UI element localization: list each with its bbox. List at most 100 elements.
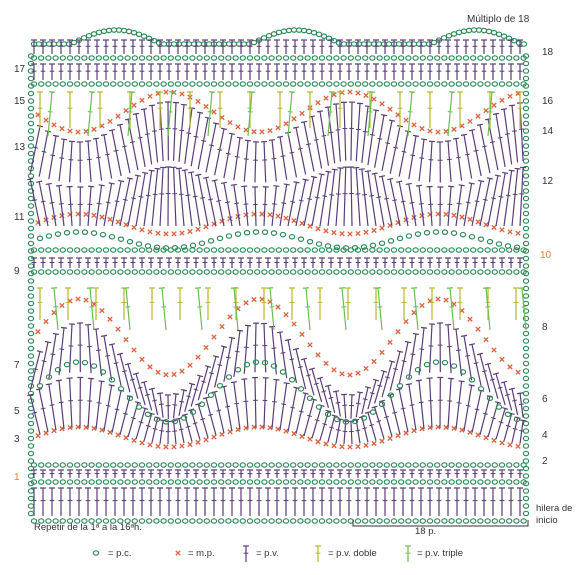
- slip-stitch: [179, 443, 185, 449]
- chain-stitch: [376, 55, 383, 61]
- stitch-top: [520, 419, 527, 422]
- stitch-post: [243, 186, 249, 227]
- chain-stitch: [506, 269, 513, 275]
- chain-stitch: [520, 81, 527, 87]
- stitch-top: [488, 91, 496, 93]
- chain-stitch: [52, 462, 59, 468]
- chain-stitch: [405, 462, 412, 468]
- slip-stitch: [403, 117, 409, 123]
- stitch-bar: [130, 378, 135, 381]
- chain-stitch: [383, 518, 390, 524]
- stitch-post: [355, 419, 361, 444]
- stitch-bar: [289, 358, 295, 361]
- chain-stitch: [480, 27, 488, 34]
- chain-stitch: [477, 462, 484, 468]
- chain-stitch: [117, 518, 124, 524]
- chain-stitch: [462, 479, 470, 485]
- stitch-top: [284, 338, 292, 342]
- stitch-post: [521, 287, 527, 331]
- chain-stitch: [522, 330, 530, 337]
- stitch-bar: [384, 415, 389, 419]
- stitch-post: [311, 368, 323, 403]
- stitch-post: [87, 378, 92, 429]
- chain-stitch: [434, 479, 441, 485]
- chain-stitch: [124, 55, 131, 61]
- stitch-post: [303, 121, 315, 172]
- chain-stitch: [108, 376, 116, 383]
- chain-stitch: [261, 269, 268, 275]
- stitch-top: [134, 174, 141, 177]
- stitch-top: [460, 133, 468, 136]
- stitch-top: [124, 362, 132, 366]
- chain-stitch: [405, 374, 413, 380]
- stitch-bar: [385, 142, 390, 145]
- stitch-post: [87, 140, 92, 183]
- stitch-top: [508, 104, 516, 107]
- stitch-top: [236, 329, 244, 332]
- stitch-top: [100, 334, 108, 337]
- chain-stitch: [27, 150, 35, 157]
- chain-stitch: [412, 462, 419, 468]
- chain-stitch: [261, 229, 269, 235]
- stitch-bar: [32, 411, 38, 414]
- stitch-bar: [113, 149, 119, 152]
- chain-stitch: [27, 510, 35, 517]
- slip-stitch: [467, 118, 473, 125]
- chain-stitch: [522, 180, 530, 187]
- chain-stitch: [66, 479, 74, 485]
- stitch-bar: [59, 157, 65, 159]
- chain-stitch: [383, 55, 390, 61]
- chain-stitch: [462, 247, 470, 253]
- slip-stitch: [115, 219, 121, 225]
- stitch-post: [398, 341, 409, 385]
- chain-stitch: [315, 241, 323, 247]
- chain-stitch: [333, 518, 340, 524]
- slip-stitch: [251, 296, 257, 303]
- chain-stitch: [90, 230, 98, 236]
- chain-stitch: [318, 81, 326, 87]
- stitch-post: [111, 390, 122, 433]
- stitch-post: [254, 186, 257, 227]
- stitch-post: [295, 393, 307, 434]
- slip-stitch: [499, 356, 505, 362]
- stitch-bar: [419, 348, 425, 350]
- chain-stitch: [189, 269, 196, 275]
- chain-stitch: [207, 392, 215, 398]
- stitch-top: [502, 407, 509, 410]
- slip-stitch: [443, 297, 449, 303]
- slip-stitch: [291, 116, 297, 122]
- slip-stitch: [443, 211, 449, 217]
- slip-stitch: [187, 228, 193, 235]
- chain-stitch: [38, 269, 45, 275]
- slip-stitch: [91, 212, 97, 218]
- chain-stitch: [459, 369, 467, 375]
- chain-stitch: [369, 479, 376, 485]
- chain-stitch: [126, 395, 134, 402]
- chain-stitch: [333, 269, 340, 275]
- chain-stitch: [412, 518, 419, 524]
- stitch-post: [343, 421, 347, 444]
- chain-stitch: [484, 518, 491, 524]
- stitch-top: [374, 287, 382, 289]
- slip-stitch: [411, 122, 417, 128]
- chain-stitch: [369, 462, 376, 468]
- chain-stitch: [396, 235, 404, 242]
- chain-stitch: [109, 518, 117, 524]
- stitch-post: [335, 419, 341, 444]
- chain-stitch: [522, 278, 530, 284]
- slip-stitch: [507, 229, 513, 235]
- slip-stitch: [363, 229, 369, 235]
- stitch-post: [303, 358, 315, 396]
- stitch-post: [367, 379, 377, 410]
- stitch-top: [122, 287, 130, 289]
- chain-stitch: [448, 81, 455, 87]
- chain-stitch: [95, 55, 103, 61]
- stitch-post: [125, 287, 131, 331]
- chain-stitch: [117, 269, 124, 275]
- stitch-top: [27, 177, 34, 181]
- stitch-bar: [201, 380, 207, 383]
- chain-stitch: [210, 81, 218, 87]
- chain-stitch: [390, 479, 398, 485]
- slip-stitch: [475, 219, 481, 225]
- stitch-post: [487, 363, 499, 399]
